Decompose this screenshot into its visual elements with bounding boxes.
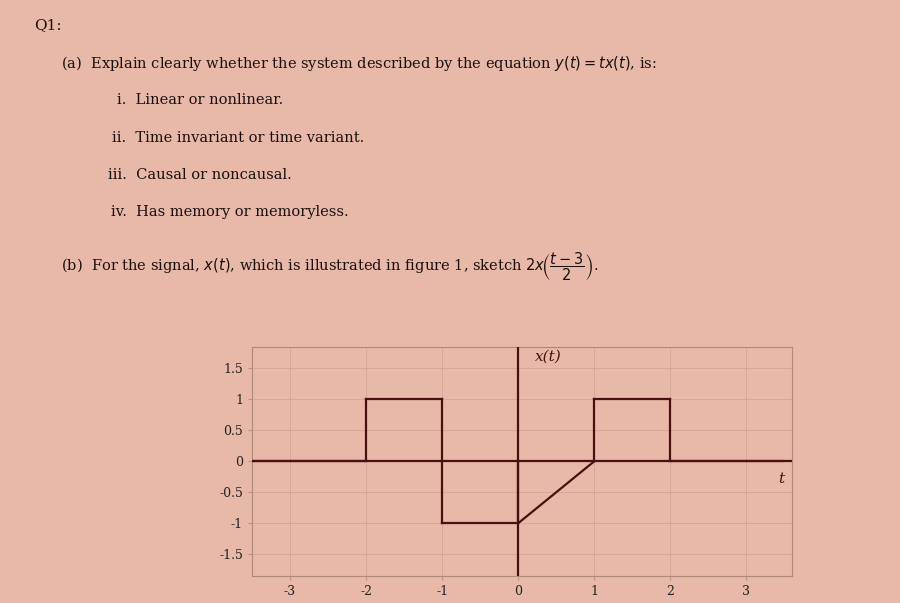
- Text: i.  Linear or nonlinear.: i. Linear or nonlinear.: [117, 93, 284, 107]
- Text: (b)  For the signal, $x(t)$, which is illustrated in figure 1, sketch $2x\!\left: (b) For the signal, $x(t)$, which is ill…: [61, 250, 598, 283]
- Text: x(t): x(t): [535, 350, 562, 364]
- Text: t: t: [778, 472, 785, 487]
- Text: Q1:: Q1:: [34, 18, 62, 32]
- Text: (a)  Explain clearly whether the system described by the equation $y(t) = tx(t)$: (a) Explain clearly whether the system d…: [61, 54, 657, 74]
- Text: iii.  Causal or noncausal.: iii. Causal or noncausal.: [108, 168, 292, 182]
- Text: iv.  Has memory or memoryless.: iv. Has memory or memoryless.: [111, 205, 348, 219]
- Text: ii.  Time invariant or time variant.: ii. Time invariant or time variant.: [112, 131, 364, 145]
